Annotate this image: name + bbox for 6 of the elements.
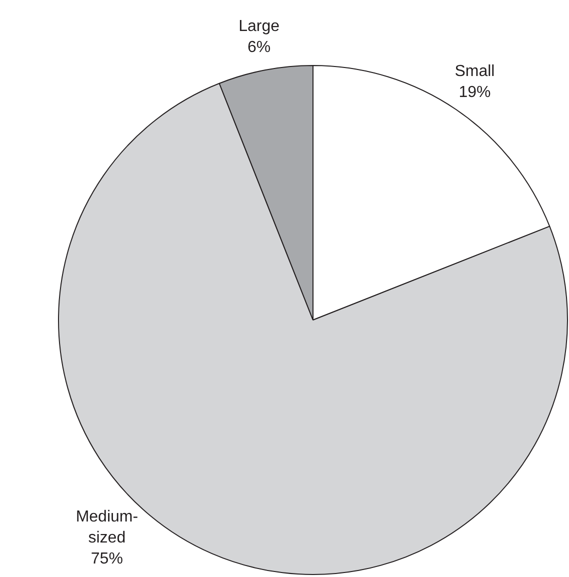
data-label: 19% <box>458 84 491 101</box>
slice-label: Small <box>454 62 495 80</box>
slice-label: Large <box>238 18 280 36</box>
slice-label: Medium-sized <box>76 508 138 546</box>
data-label: 6% <box>247 39 271 56</box>
data-label: 75% <box>90 550 123 568</box>
